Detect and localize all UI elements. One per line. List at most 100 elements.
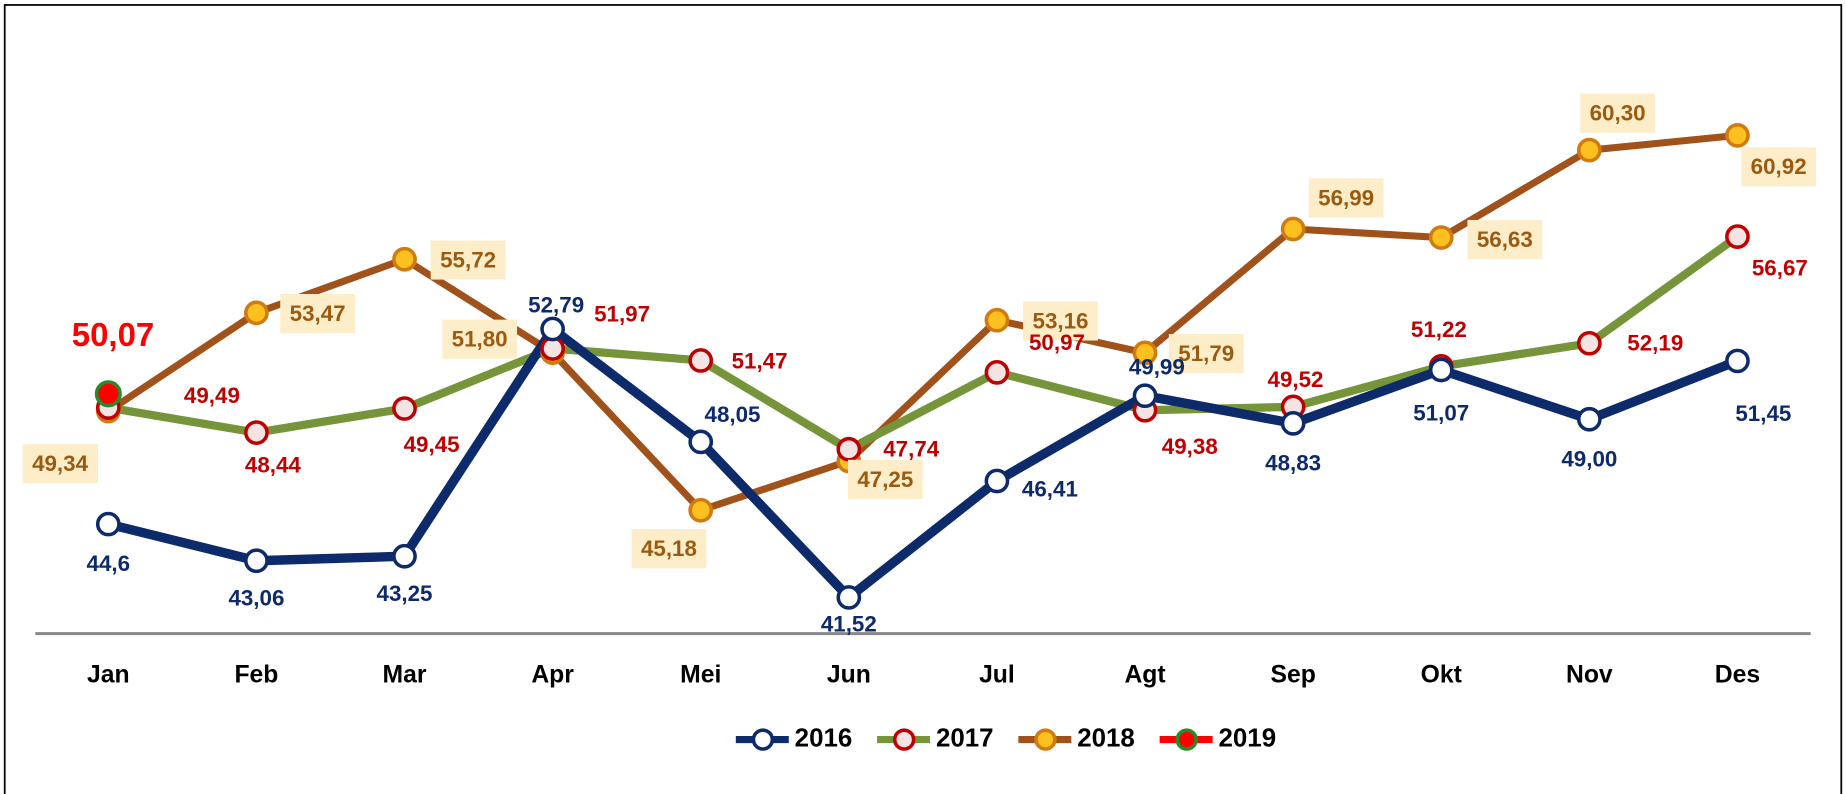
marker: [1576, 406, 1602, 432]
x-tick-label: Feb: [234, 662, 278, 689]
data-label: 55,72: [440, 247, 496, 272]
marker: [1132, 340, 1158, 366]
lines: [106, 131, 1740, 603]
x-tick-label: Agt: [1124, 662, 1165, 689]
data-label: 51,22: [1411, 317, 1467, 342]
label-background: [22, 444, 99, 484]
data-label: 47,25: [857, 467, 913, 492]
data-label: 60,92: [1751, 154, 1807, 179]
data-label: 44,6: [87, 551, 131, 576]
marker: [244, 548, 269, 574]
data-label: 51,45: [1735, 401, 1791, 426]
marker: [984, 307, 1010, 333]
marker: [540, 316, 565, 342]
label-background: [1741, 147, 1817, 187]
series-line: [107, 233, 1740, 454]
x-tick-label: Sep: [1270, 662, 1315, 689]
marker: [392, 543, 417, 569]
marker: [94, 380, 122, 408]
label-background: [631, 529, 707, 569]
marker: [1428, 357, 1454, 383]
data-label: 51,79: [1178, 341, 1234, 366]
legend-marker: [1175, 728, 1198, 751]
data-label: 51,07: [1413, 401, 1469, 426]
marker: [244, 300, 269, 326]
data-label: 49,38: [1162, 434, 1218, 459]
markers: [94, 123, 1750, 610]
marker: [984, 359, 1010, 385]
label-background: [1467, 219, 1543, 260]
marker: [392, 396, 417, 421]
marker: [244, 420, 269, 445]
marker: [1725, 348, 1750, 374]
data-label: 45,18: [641, 536, 697, 561]
data-label: 49,00: [1561, 446, 1617, 471]
label-background: [430, 240, 506, 280]
data-label: 50,97: [1029, 330, 1085, 355]
data-label: 53,16: [1033, 308, 1089, 333]
label-background: [1023, 301, 1098, 341]
legend-label: 2018: [1077, 724, 1135, 752]
data-label: 46,41: [1022, 476, 1078, 501]
label-background: [1308, 178, 1384, 218]
legend-marker: [751, 728, 775, 751]
series-line: [106, 131, 1738, 514]
legend-marker: [1034, 728, 1057, 751]
data-label: 51,80: [452, 327, 508, 352]
marker: [1725, 123, 1750, 148]
label-background: [280, 294, 356, 334]
data-label: 56,99: [1318, 185, 1374, 210]
data-label: 49,99: [1129, 355, 1185, 380]
marker: [392, 246, 417, 272]
data-label: 51,97: [594, 301, 650, 326]
x-tick-label: Mar: [383, 662, 427, 689]
data-label: 48,83: [1265, 450, 1321, 475]
marker: [688, 429, 714, 455]
marker: [1725, 224, 1750, 249]
x-tick-label: Apr: [531, 662, 574, 689]
marker: [836, 436, 862, 462]
label-background: [442, 319, 518, 359]
data-label: 51,47: [732, 349, 788, 374]
legend-label: 2017: [936, 724, 994, 752]
data-label: 56,67: [1752, 255, 1808, 280]
data-label: 49,45: [404, 432, 460, 457]
data-label: 50,07: [72, 316, 154, 353]
data-label: 56,63: [1477, 227, 1533, 252]
legend-label: 2019: [1219, 724, 1277, 752]
marker: [836, 585, 862, 610]
legend: 2016 2017 2018 2019: [735, 724, 1277, 752]
marker: [1280, 410, 1306, 436]
data-label: 48,05: [705, 402, 761, 427]
marker: [95, 511, 121, 537]
legend-label: 2016: [795, 724, 853, 752]
marker: [1576, 330, 1602, 356]
series-line: [107, 324, 1740, 603]
data-label: 41,52: [821, 612, 877, 637]
marker: [1576, 137, 1602, 163]
data-label: 60,30: [1590, 101, 1646, 126]
frame: [3, 4, 1843, 794]
x-tick-label: Nov: [1566, 662, 1613, 689]
x-tick-label: Des: [1715, 662, 1760, 689]
data-label: 48,44: [245, 453, 302, 478]
marker: [688, 497, 714, 523]
marker: [1132, 383, 1158, 409]
data-label: 49,49: [184, 383, 240, 408]
data-label: 43,25: [377, 581, 433, 606]
x-tick-label: Jun: [827, 662, 871, 689]
legend-marker: [892, 728, 916, 751]
label-background: [847, 459, 923, 499]
data-label: 53,47: [290, 301, 346, 326]
data-label: 43,06: [228, 586, 284, 611]
marker: [1280, 216, 1306, 242]
label-background: [1580, 93, 1655, 133]
x-tick-label: Okt: [1421, 662, 1462, 689]
x-tick-label: Jan: [87, 662, 130, 689]
marker: [984, 468, 1010, 494]
data-label: 49,52: [1268, 367, 1324, 392]
data-label: 49,34: [32, 451, 89, 476]
label-background: [1168, 334, 1244, 374]
